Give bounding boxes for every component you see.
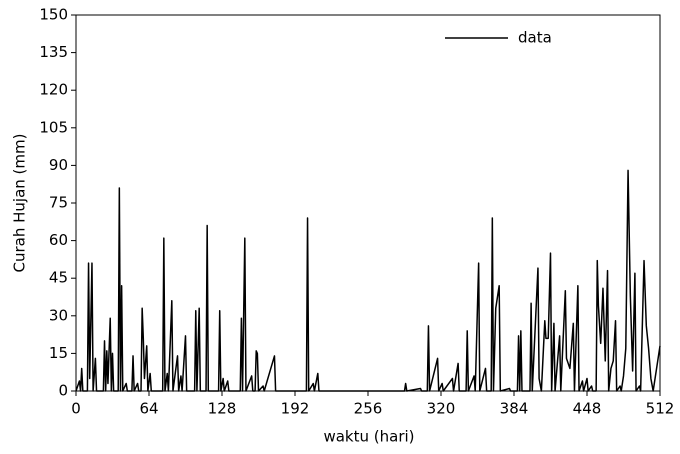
y-tick-label: 105 — [39, 118, 68, 136]
y-tick-label: 30 — [49, 306, 68, 324]
x-tick-label: 0 — [71, 400, 81, 418]
y-tick-label: 90 — [49, 156, 68, 174]
x-tick-label: 128 — [208, 400, 237, 418]
x-axis-label: waktu (hari) — [323, 428, 414, 446]
y-tick-label: 60 — [49, 231, 68, 249]
x-tick-label: 512 — [646, 400, 675, 418]
plot-frame — [75, 14, 661, 392]
x-tick-label: 256 — [354, 400, 383, 418]
legend-label: data — [518, 29, 552, 47]
y-tick-label: 150 — [39, 6, 68, 24]
x-tick-label: 384 — [500, 400, 529, 418]
x-tick-label: 192 — [281, 400, 310, 418]
y-tick-label: 135 — [39, 43, 68, 61]
x-tick-label: 320 — [427, 400, 456, 418]
y-tick-label: 45 — [49, 269, 68, 287]
x-tick-label: 64 — [139, 400, 158, 418]
y-tick-label: 0 — [58, 382, 68, 400]
y-axis-label: Curah Hujan (mm) — [11, 134, 29, 273]
y-tick-label: 15 — [49, 344, 68, 362]
y-tick-label: 120 — [39, 81, 68, 99]
y-tick-label: 75 — [49, 194, 68, 212]
x-tick-label: 448 — [573, 400, 602, 418]
data-line — [75, 169, 661, 392]
